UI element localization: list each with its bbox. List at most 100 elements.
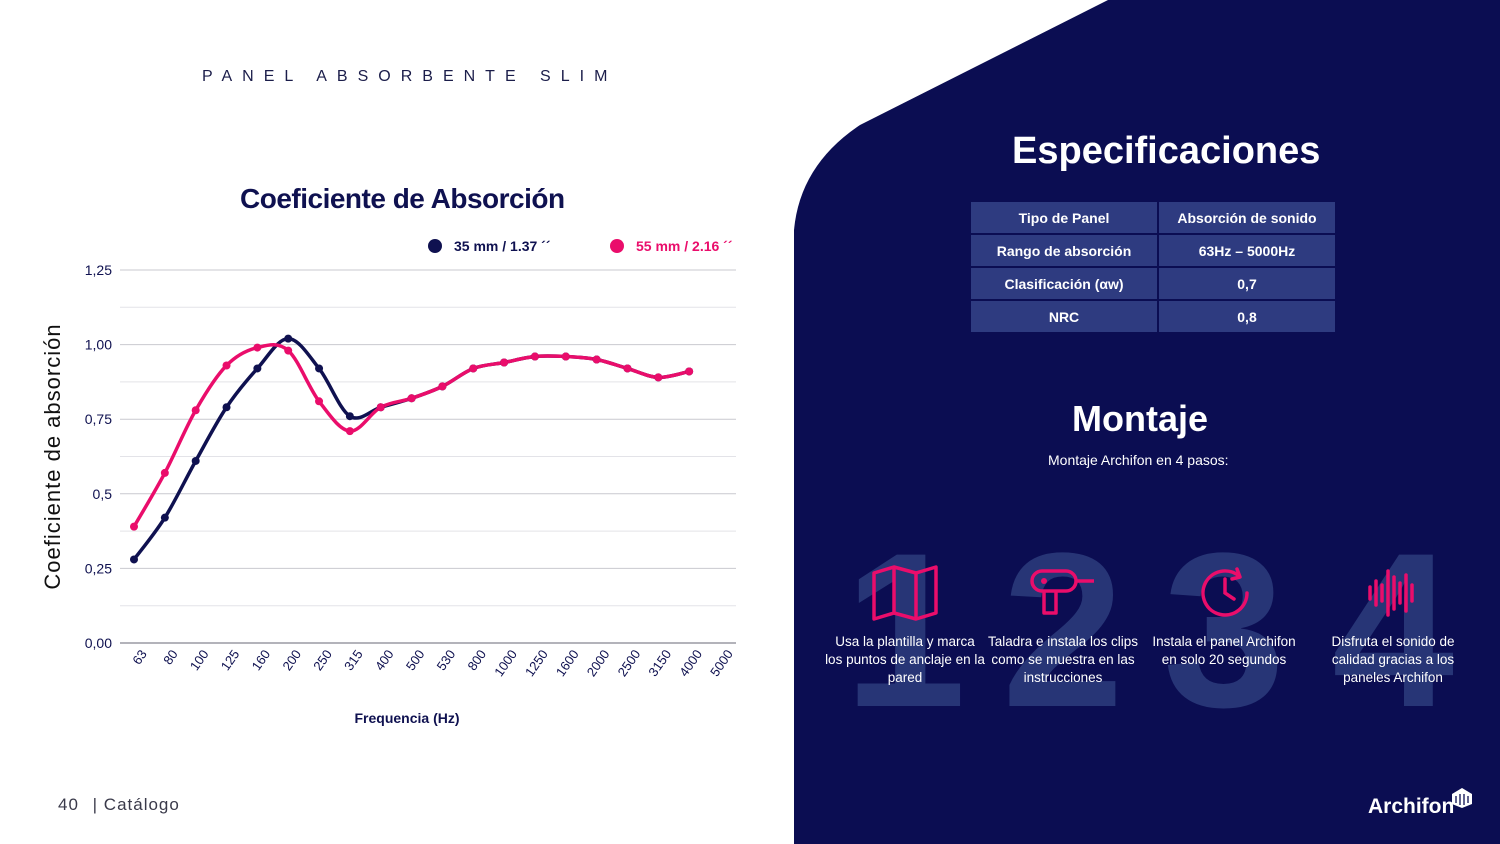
y-tick-label: 0,00 <box>85 635 112 651</box>
data-point-55mm <box>222 361 231 370</box>
x-tick-label: 2500 <box>614 647 643 679</box>
x-tick-label: 200 <box>279 647 304 673</box>
step-3: 3 Instala el panel Archifon en solo 20 s… <box>1144 520 1304 740</box>
specs-header-cell: Tipo de Panel <box>969 200 1159 235</box>
x-tick-label: 63 <box>129 647 150 667</box>
table-cell: NRC <box>969 299 1159 334</box>
data-point-55mm <box>592 355 601 364</box>
data-point-35mm <box>345 412 354 421</box>
table-cell: 0,8 <box>1157 299 1337 334</box>
series-line-55mm <box>132 343 691 529</box>
soundwave-icon <box>1368 569 1414 617</box>
data-point-55mm <box>530 352 539 361</box>
data-point-55mm <box>500 358 509 367</box>
x-tick-label: 4000 <box>676 647 705 679</box>
table-row: Rango de absorción 63Hz – 5000Hz <box>969 233 1337 268</box>
data-point-55mm <box>654 373 663 382</box>
y-tick-label: 0,25 <box>85 560 112 576</box>
x-tick-label: 1000 <box>491 647 520 679</box>
x-tick-label: 100 <box>187 647 212 673</box>
x-tick-label: 2000 <box>584 647 613 679</box>
step-1: 1 Usa la plantilla y marca los puntos de… <box>825 520 985 740</box>
data-point-55mm <box>623 364 632 373</box>
data-point-55mm <box>376 403 385 412</box>
step-text: Instala el panel Archifon en solo 20 seg… <box>1152 634 1296 667</box>
step-2: 2 Taladra e instala los clips como se mu… <box>983 520 1143 740</box>
x-tick-label: 80 <box>160 647 181 667</box>
x-tick-label: 800 <box>464 647 489 673</box>
specs-table: Tipo de Panel Absorción de sonido Rango … <box>969 200 1337 334</box>
step-text: Disfruta el sonido de calidad gracias a … <box>1331 634 1455 685</box>
step-number: 2 <box>1001 507 1125 753</box>
page-number: 40 <box>58 795 79 814</box>
table-cell: Clasificación (αw) <box>969 266 1159 301</box>
table-cell: 63Hz – 5000Hz <box>1157 233 1337 268</box>
data-point-55mm <box>160 468 169 477</box>
data-point-55mm <box>130 522 138 531</box>
data-point-35mm <box>222 403 231 412</box>
data-point-55mm <box>407 394 416 403</box>
x-tick-label: 3150 <box>645 647 674 679</box>
specs-header-row: Tipo de Panel Absorción de sonido <box>969 200 1337 235</box>
data-point-55mm <box>561 352 570 361</box>
montaje-subtitle: Montaje Archifon en 4 pasos: <box>1048 452 1229 468</box>
y-axis-label: Coeficiente de absorción <box>40 323 65 589</box>
y-tick-label: 1,00 <box>85 337 112 353</box>
data-point-55mm <box>315 397 324 406</box>
x-tick-label: 1600 <box>553 647 582 679</box>
x-tick-label: 500 <box>403 647 428 673</box>
specs-title: Especificaciones <box>1012 130 1321 172</box>
data-point-35mm <box>284 334 293 343</box>
x-tick-label: 5000 <box>707 647 736 679</box>
data-point-35mm <box>160 513 169 522</box>
step-text: Usa la plantilla y marca los puntos de a… <box>825 634 985 685</box>
step-text: Taladra e instala los clips como se mues… <box>987 634 1139 685</box>
data-point-55mm <box>438 382 447 391</box>
y-tick-label: 0,75 <box>85 411 112 427</box>
table-row: NRC 0,8 <box>969 299 1337 334</box>
series-line-35mm <box>132 336 691 562</box>
clock-icon <box>1201 567 1249 617</box>
step-number: 1 <box>843 507 967 753</box>
legend-item-55mm: 55 mm / 2.16 ´´ <box>610 238 733 254</box>
table-row: Clasificación (αw) 0,7 <box>969 266 1337 301</box>
data-point-55mm <box>469 364 478 373</box>
step-number: 4 <box>1331 507 1455 753</box>
data-point-35mm <box>191 456 200 465</box>
legend-label-35mm: 35 mm / 1.37 ´´ <box>454 238 551 254</box>
catalog-label: | Catálogo <box>92 795 180 814</box>
x-tick-label: 400 <box>372 647 397 673</box>
montaje-title: Montaje <box>1072 398 1209 439</box>
data-point-55mm <box>685 367 694 376</box>
data-point-35mm <box>130 555 138 564</box>
x-tick-label: 1250 <box>522 647 551 679</box>
table-cell: Rango de absorción <box>969 233 1159 268</box>
drill-icon <box>1030 569 1094 615</box>
table-cell: 0,7 <box>1157 266 1337 301</box>
data-point-55mm <box>253 343 262 352</box>
legend-label-55mm: 55 mm / 2.16 ´´ <box>636 238 733 254</box>
legend-item-35mm: 35 mm / 1.37 ´´ <box>428 238 551 254</box>
x-tick-label: 315 <box>341 647 366 673</box>
data-point-55mm <box>345 427 354 436</box>
legend-dot-55mm <box>610 239 624 253</box>
y-tick-label: 1,25 <box>85 262 112 278</box>
x-tick-label: 125 <box>218 647 243 673</box>
data-point-55mm <box>284 346 293 355</box>
chart-title: Coeficiente de Absorción <box>240 183 565 214</box>
step-4: 4 Disfruta el sonido de calidad gracias … <box>1313 520 1473 740</box>
brand-name: Archifon <box>1368 795 1455 818</box>
specs-header-cell: Absorción de sonido <box>1157 200 1337 235</box>
page-footer: 40 | Catálogo <box>58 795 180 815</box>
page-header-title: PANEL ABSORBENTE SLIM <box>202 68 618 85</box>
x-axis-label: Frequencia (Hz) <box>354 710 459 726</box>
x-tick-label: 530 <box>434 647 459 673</box>
y-tick-label: 0,5 <box>93 486 113 502</box>
legend-dot-35mm <box>428 239 442 253</box>
data-point-35mm <box>315 364 324 373</box>
map-icon <box>872 565 938 621</box>
step-number: 3 <box>1162 507 1286 753</box>
x-tick-label: 250 <box>310 647 335 673</box>
archifon-logo-icon <box>1452 788 1472 808</box>
